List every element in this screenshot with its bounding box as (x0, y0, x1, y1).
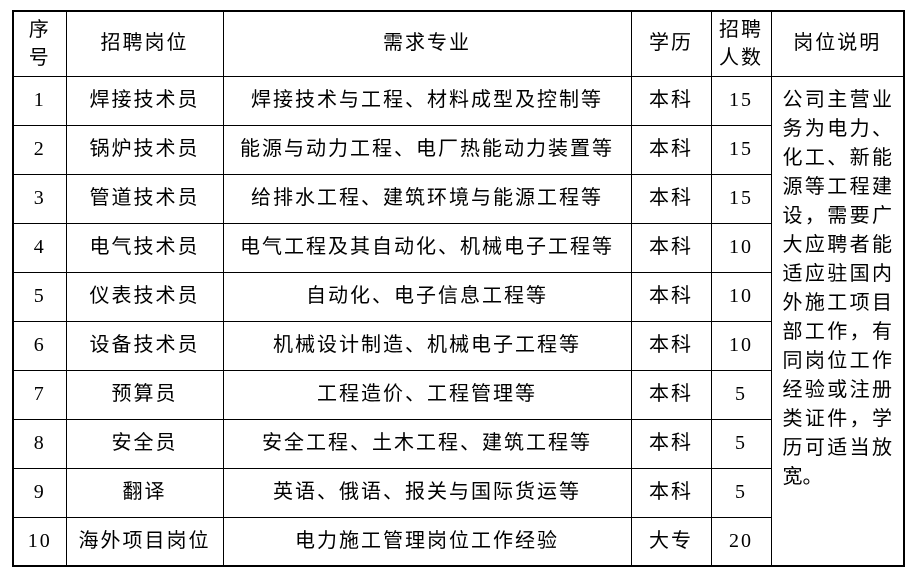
cell-position: 预算员 (65, 369, 224, 420)
cell-position: 焊接技术员 (65, 75, 224, 126)
cell-headcount: 5 (710, 467, 772, 518)
cell-position: 仪表技术员 (65, 271, 224, 322)
header-headcount: 招聘人数 (710, 10, 772, 77)
cell-education: 本科 (630, 222, 712, 273)
cell-major: 焊接技术与工程、材料成型及控制等 (222, 75, 632, 126)
cell-education: 本科 (630, 173, 712, 224)
cell-position-description: 公司主营业务为电力、化工、新能源等工程建设，需要广大应聘者能适应驻国内外施工项目… (770, 75, 905, 567)
cell-serial-number: 5 (12, 271, 67, 322)
cell-position: 锅炉技术员 (65, 124, 224, 175)
cell-serial-number: 7 (12, 369, 67, 420)
cell-education: 本科 (630, 418, 712, 469)
cell-serial-number: 10 (12, 516, 67, 567)
cell-headcount: 20 (710, 516, 772, 567)
table-row: 6 设备技术员 机械设计制造、机械电子工程等 本科 10 (12, 320, 904, 371)
cell-headcount: 5 (710, 369, 772, 420)
cell-education: 本科 (630, 75, 712, 126)
table-row: 9 翻译 英语、俄语、报关与国际货运等 本科 5 (12, 467, 904, 518)
cell-headcount: 15 (710, 75, 772, 126)
cell-education: 大专 (630, 516, 712, 567)
header-row: 序号 招聘岗位 需求专业 学历 招聘人数 岗位说明 (12, 10, 905, 77)
cell-headcount: 15 (710, 173, 772, 224)
table-row: 10 海外项目岗位 电力施工管理岗位工作经验 大专 20 (12, 516, 904, 567)
cell-headcount: 10 (710, 320, 772, 371)
cell-position: 海外项目岗位 (65, 516, 224, 567)
cell-serial-number: 8 (12, 418, 67, 469)
cell-serial-number: 3 (12, 173, 67, 224)
header-education: 学历 (630, 10, 712, 77)
table-row: 8 安全员 安全工程、土木工程、建筑工程等 本科 5 (12, 418, 904, 469)
cell-major: 安全工程、土木工程、建筑工程等 (222, 418, 632, 469)
cell-headcount: 15 (710, 124, 772, 175)
cell-serial-number: 9 (12, 467, 67, 518)
cell-serial-number: 6 (12, 320, 67, 371)
cell-education: 本科 (630, 369, 712, 420)
cell-education: 本科 (630, 271, 712, 322)
cell-position: 安全员 (65, 418, 224, 469)
cell-major: 自动化、电子信息工程等 (222, 271, 632, 322)
cell-major: 电力施工管理岗位工作经验 (222, 516, 632, 567)
cell-major: 能源与动力工程、电厂热能动力装置等 (222, 124, 632, 175)
cell-major: 机械设计制造、机械电子工程等 (222, 320, 632, 371)
table-row: 5 仪表技术员 自动化、电子信息工程等 本科 10 (12, 271, 904, 322)
table-row: 3 管道技术员 给排水工程、建筑环境与能源工程等 本科 15 (12, 173, 904, 224)
cell-major: 英语、俄语、报关与国际货运等 (222, 467, 632, 518)
table-row: 2 锅炉技术员 能源与动力工程、电厂热能动力装置等 本科 15 (12, 124, 904, 175)
cell-major: 电气工程及其自动化、机械电子工程等 (222, 222, 632, 273)
cell-serial-number: 1 (12, 75, 67, 126)
cell-position: 电气技术员 (65, 222, 224, 273)
cell-major: 工程造价、工程管理等 (222, 369, 632, 420)
cell-position: 翻译 (65, 467, 224, 518)
header-description: 岗位说明 (770, 10, 905, 77)
cell-position: 设备技术员 (65, 320, 224, 371)
cell-education: 本科 (630, 467, 712, 518)
header-major: 需求专业 (222, 10, 632, 77)
table-row: 1 焊接技术员 焊接技术与工程、材料成型及控制等 本科 15 公司主营业务为电力… (12, 75, 905, 567)
cell-major: 给排水工程、建筑环境与能源工程等 (222, 173, 632, 224)
header-position: 招聘岗位 (65, 10, 224, 77)
cell-education: 本科 (630, 320, 712, 371)
header-serial-number: 序号 (12, 10, 67, 77)
table-row: 4 电气技术员 电气工程及其自动化、机械电子工程等 本科 10 (12, 222, 904, 273)
cell-position: 管道技术员 (65, 173, 224, 224)
table-row: 7 预算员 工程造价、工程管理等 本科 5 (12, 369, 904, 420)
cell-serial-number: 4 (12, 222, 67, 273)
cell-education: 本科 (630, 124, 712, 175)
recruitment-table: 序号 招聘岗位 需求专业 学历 招聘人数 岗位说明 1 焊接技术员 焊接技术与工… (12, 10, 905, 567)
cell-headcount: 10 (710, 271, 772, 322)
cell-headcount: 5 (710, 418, 772, 469)
cell-serial-number: 2 (12, 124, 67, 175)
cell-headcount: 10 (710, 222, 772, 273)
